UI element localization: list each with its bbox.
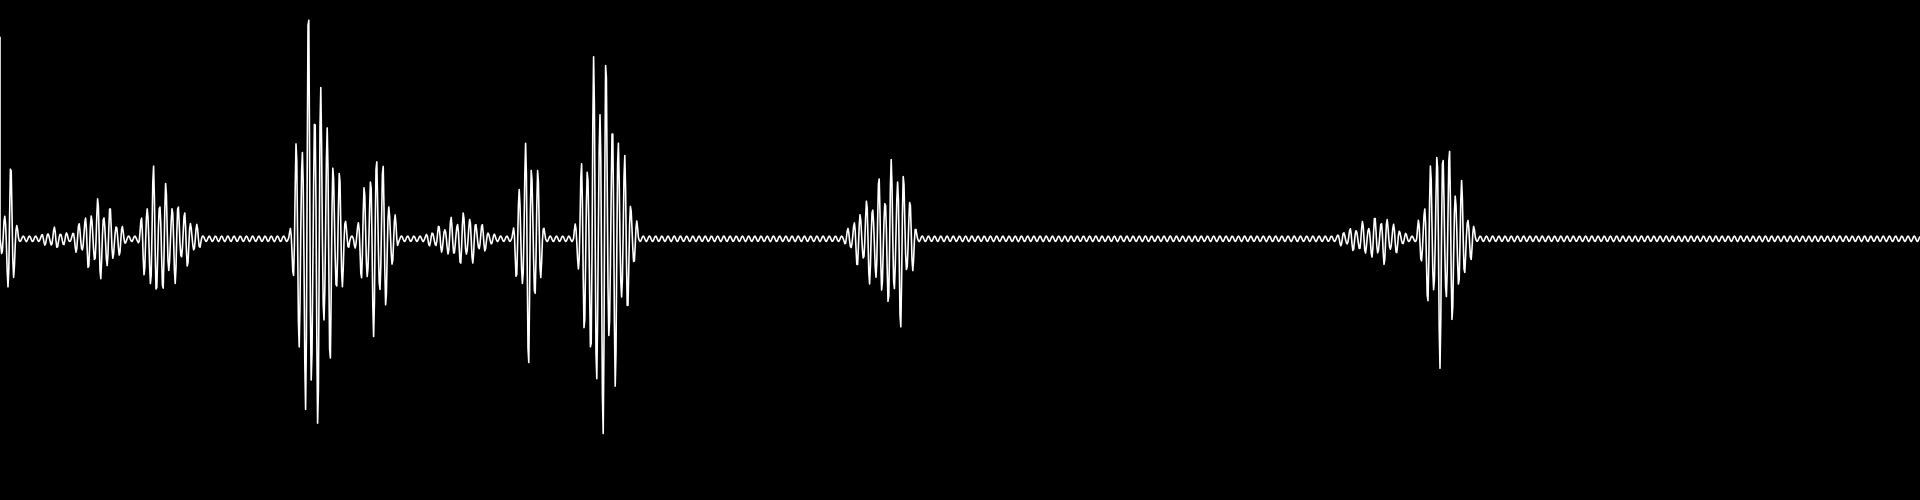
waveform <box>0 19 1920 435</box>
